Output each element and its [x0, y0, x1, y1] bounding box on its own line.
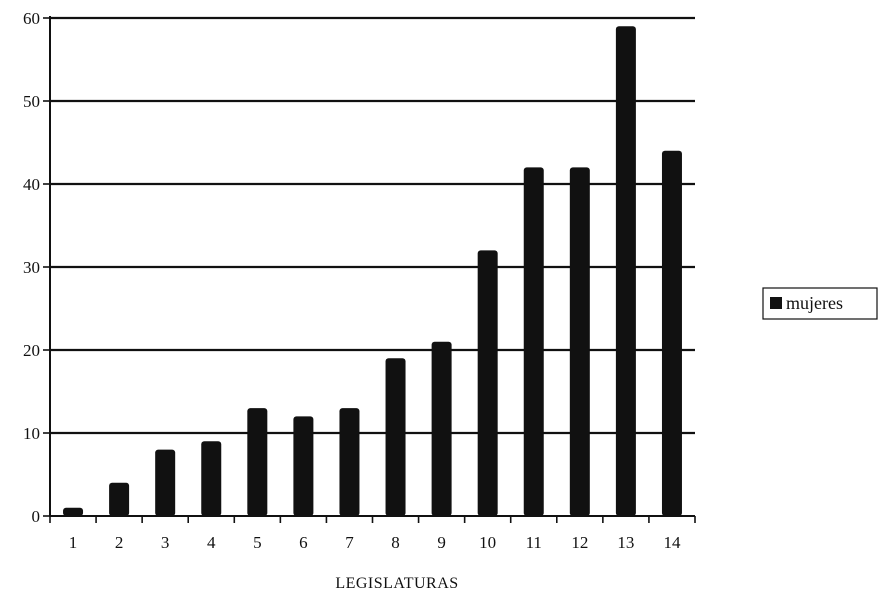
bar-1: [63, 507, 84, 516]
x-tick-labels: 1 2 3 4 5 6 7 8 9 10 11 12 13 14: [69, 533, 681, 552]
y-tick-label: 40: [23, 175, 40, 194]
x-tick-label: 10: [479, 533, 496, 552]
gridlines: [50, 16, 695, 435]
bar-5: [247, 408, 268, 516]
x-tick-label: 7: [345, 533, 354, 552]
bar-14: [661, 150, 682, 517]
y-tick-label: 0: [32, 507, 41, 526]
y-tick-label: 60: [23, 9, 40, 28]
legend: mujeres: [762, 287, 878, 320]
x-tick-label: 4: [207, 533, 216, 552]
bar-7: [339, 408, 360, 516]
axes: [43, 16, 696, 523]
bar-10: [477, 250, 498, 516]
y-tick-labels: 0 10 20 30 40 50 60: [23, 9, 40, 526]
x-tick-label: 12: [571, 533, 588, 552]
legend-label-mujeres: mujeres: [786, 293, 843, 313]
bar-3: [155, 449, 176, 516]
y-tick-label: 20: [23, 341, 40, 360]
bar-8: [385, 358, 406, 516]
bar-4: [201, 441, 222, 516]
x-tick-label: 14: [663, 533, 681, 552]
x-tick-label: 9: [437, 533, 446, 552]
bar-11: [523, 167, 544, 516]
y-tick-label: 30: [23, 258, 40, 277]
legend-swatch: [770, 297, 782, 309]
x-axis-title: LEGISLATURAS: [335, 575, 458, 592]
bar-6: [293, 416, 314, 516]
x-tick-label: 6: [299, 533, 308, 552]
x-tick-label: 13: [617, 533, 634, 552]
x-tick-label: 3: [161, 533, 170, 552]
bar-9: [431, 341, 452, 516]
y-tick-label: 50: [23, 92, 40, 111]
bar-13: [615, 26, 636, 517]
bar-2: [109, 482, 130, 516]
x-tick-label: 1: [69, 533, 78, 552]
x-tick-label: 8: [391, 533, 400, 552]
x-tick-label: 11: [526, 533, 542, 552]
x-tick-label: 5: [253, 533, 262, 552]
y-tick-label: 10: [23, 424, 40, 443]
bar-12: [569, 167, 590, 516]
bars: [63, 26, 682, 517]
x-tick-label: 2: [115, 533, 124, 552]
